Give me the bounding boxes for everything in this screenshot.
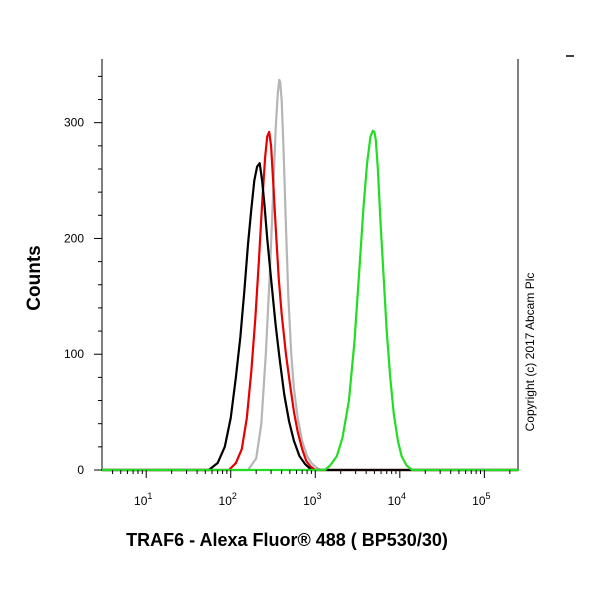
- series-line-2: [100, 130, 520, 472]
- series-line-3: [100, 162, 520, 472]
- series-line-4: [100, 129, 520, 472]
- y-axis-label: Counts: [24, 245, 45, 310]
- x-axis: 101 102 103 104 105: [112, 470, 511, 508]
- y-tick-label: 0: [77, 463, 84, 477]
- y-axis: 0 100 200 300: [64, 75, 102, 477]
- series-line-1: [100, 78, 520, 472]
- y-tick-label: 300: [64, 116, 84, 130]
- plot-frame: [101, 59, 519, 471]
- x-tick-label: 102: [219, 491, 237, 508]
- x-axis-label: TRAF6 - Alexa Fluor® 488 ( BP530/30): [126, 530, 448, 550]
- x-tick-label: 104: [388, 491, 406, 508]
- y-tick-label: 200: [64, 231, 84, 245]
- x-tick-label: 103: [303, 491, 321, 508]
- series-layer: [100, 78, 520, 472]
- x-tick-label: 101: [134, 491, 152, 508]
- y-tick-label: 100: [64, 347, 84, 361]
- copyright-annotation: Copyright (c) 2017 Abcam Plc: [523, 273, 537, 432]
- x-tick-label: 105: [472, 491, 490, 508]
